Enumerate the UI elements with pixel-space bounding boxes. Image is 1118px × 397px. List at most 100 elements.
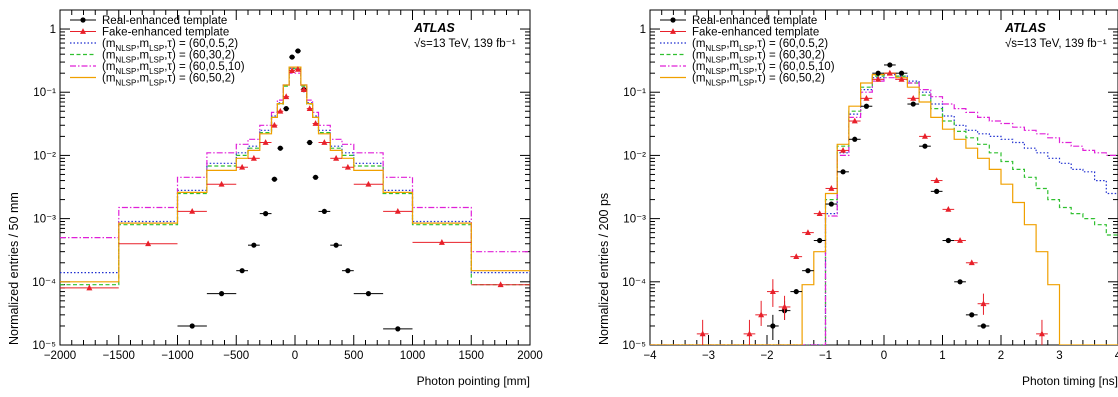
legend-label: (mNLSP,mLSP,τ) = (60,50,2) <box>692 73 825 88</box>
data-point-fake <box>863 94 870 101</box>
x-tick-label: −500 <box>223 350 249 362</box>
y-tick-label: 10⁻³ <box>623 214 646 226</box>
data-point-real <box>770 323 776 329</box>
data-point-real <box>898 70 905 76</box>
data-point-fake <box>781 303 788 310</box>
data-point-real <box>887 62 893 68</box>
data-point-fake <box>250 154 257 161</box>
data-point-fake <box>283 93 290 100</box>
data-point-real <box>934 188 940 194</box>
data-point-fake <box>769 288 776 294</box>
data-point-fake <box>312 120 319 126</box>
data-point-fake <box>746 330 753 337</box>
data-point-real <box>922 143 928 149</box>
data-point-real <box>365 291 372 297</box>
data-point-real <box>805 268 811 274</box>
x-tick-label: −3 <box>702 350 715 362</box>
legend-marker <box>670 17 676 23</box>
data-point-real <box>817 237 823 244</box>
data-point-real <box>321 208 327 215</box>
data-point-real <box>345 268 351 274</box>
signal-histogram-3 <box>650 77 1118 345</box>
data-point-fake <box>851 117 858 124</box>
data-point-fake <box>921 132 928 139</box>
data-point-real <box>277 145 283 151</box>
x-tick-label: 0 <box>881 350 887 362</box>
data-point-fake <box>289 67 296 73</box>
data-point-real <box>263 211 269 217</box>
data-point-fake <box>394 208 401 214</box>
y-tick-label: 10⁻⁴ <box>32 277 56 289</box>
data-point-real <box>271 176 278 182</box>
y-tick-label: 10⁻³ <box>33 214 56 226</box>
data-point-real <box>945 237 951 244</box>
data-point-fake <box>945 205 952 212</box>
legend-label: Real-enhanced template <box>102 15 227 27</box>
y-axis-label: Normalized entries / 50 mm <box>7 192 21 345</box>
data-point-real <box>852 136 858 142</box>
data-point-real <box>189 323 195 329</box>
y-tick-label: 10⁻⁵ <box>622 340 646 352</box>
data-point-real <box>333 242 339 248</box>
y-tick-label: 10⁻¹ <box>33 87 56 99</box>
data-point-real <box>295 48 301 54</box>
legend-label: Fake-enhanced template <box>692 27 819 39</box>
x-tick-label: −1000 <box>161 350 193 362</box>
data-point-fake <box>271 121 278 128</box>
data-point-fake <box>1038 330 1045 337</box>
experiment-label: ATLAS <box>413 21 455 35</box>
x-tick-label: 1500 <box>458 350 484 362</box>
x-tick-label: −1 <box>819 350 832 362</box>
data-point-fake <box>239 163 246 170</box>
legend-label: (mNLSP,mLSP,τ) = (60,30,2) <box>102 50 235 65</box>
data-point-fake <box>344 163 351 170</box>
data-point-fake <box>321 139 328 145</box>
signal-histogram-1 <box>650 74 1118 345</box>
data-point-fake <box>86 284 93 291</box>
data-point-fake <box>262 139 269 145</box>
data-point-fake <box>980 300 987 307</box>
plot-frame <box>59 9 531 346</box>
data-point-fake <box>840 147 847 153</box>
data-point-fake <box>277 107 284 114</box>
plot-frame <box>649 9 1118 346</box>
legend-label: Fake-enhanced template <box>102 27 229 39</box>
plot-area <box>650 62 1118 345</box>
x-tick-label: −2000 <box>44 350 76 362</box>
legend-marker <box>80 17 86 23</box>
y-tick-label: 10⁻² <box>33 150 56 162</box>
data-point-real <box>840 169 846 175</box>
x-tick-label: 3 <box>1056 350 1062 362</box>
data-point-real <box>218 291 225 297</box>
data-point-fake <box>300 86 307 93</box>
data-point-fake <box>218 180 225 187</box>
y-tick-label: 10⁻⁴ <box>622 277 646 289</box>
y-tick-label: 10⁻⁵ <box>32 340 56 352</box>
energy-lumi-label: √s=13 TeV, 139 fb⁻¹ <box>1005 37 1107 50</box>
data-point-real <box>980 323 987 329</box>
x-tick-label: 0 <box>292 350 298 362</box>
data-point-fake <box>816 210 823 217</box>
legend-label: (mNLSP,mLSP,τ) = (60,0.5,10) <box>102 61 245 76</box>
x-axis-label: Photon pointing [mm] <box>417 374 530 388</box>
x-tick-label: 1 <box>939 350 945 362</box>
data-point-real <box>251 242 257 248</box>
experiment-label: ATLAS <box>1004 21 1046 35</box>
legend-label: (mNLSP,mLSP,τ) = (60,0.5,2) <box>102 38 238 53</box>
data-point-fake <box>438 239 445 245</box>
chart-panel-2: −4 −3 −2 −1 0 1 2 3 4 10⁻⁵ 10⁻⁴ 10⁻³ 10⁻² 10⁻¹ 1 Photon… <box>597 9 1118 388</box>
signal-histogram-4 <box>650 72 1118 345</box>
signal-histogram-3 <box>60 72 530 253</box>
data-point-fake <box>793 253 800 260</box>
data-point-real <box>875 70 881 76</box>
data-point-fake <box>294 65 301 72</box>
x-tick-label: 1000 <box>400 350 426 362</box>
legend-label: (mNLSP,mLSP,τ) = (60,0.5,10) <box>692 61 835 76</box>
data-point-fake <box>189 208 196 214</box>
data-point-real <box>828 201 834 207</box>
data-point-fake <box>957 237 964 243</box>
data-point-fake <box>497 281 504 288</box>
y-tick-label: 10⁻¹ <box>623 87 646 99</box>
data-point-fake <box>875 75 882 82</box>
